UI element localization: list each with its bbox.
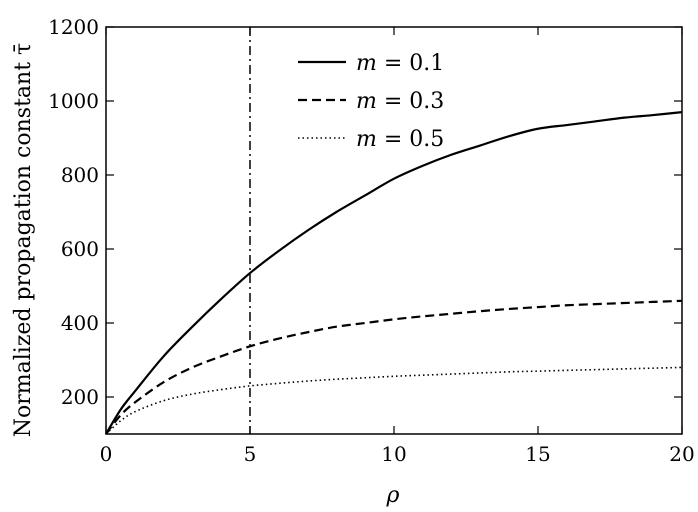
legend-variable: m	[356, 89, 377, 114]
x-tick-label: 5	[244, 442, 257, 466]
legend-variable: m	[356, 51, 377, 76]
series-line-0	[105, 111, 683, 435]
y-tick-label: 200	[61, 385, 99, 409]
legend-value: = 0.5	[377, 127, 444, 152]
legend-value: = 0.1	[377, 51, 444, 76]
y-tick-label: 600	[61, 237, 99, 261]
legend-entry-2: m = 0.5	[356, 127, 444, 152]
series-layer	[105, 111, 683, 435]
legend-entry-1: m = 0.3	[356, 89, 444, 114]
x-tick-label: 20	[669, 442, 694, 466]
series-line-2	[105, 366, 683, 435]
x-tick-label: 15	[525, 442, 550, 466]
x-axis-label: ρ	[386, 483, 400, 508]
series-line-1	[105, 299, 683, 435]
y-tick-label: 1200	[48, 15, 99, 39]
y-tick-label: 400	[61, 311, 99, 335]
x-tick-label: 10	[381, 442, 406, 466]
legend-value: = 0.3	[377, 89, 444, 114]
legend-entry-0: m = 0.1	[356, 51, 444, 76]
axis-ticks: 0 5 10 15 20 200 400 600 800 1000 1200	[48, 15, 695, 466]
y-tick-label: 1000	[48, 89, 99, 113]
y-axis-label: Normalized propagation constant τ̄	[11, 43, 36, 437]
x-tick-label: 0	[100, 442, 113, 466]
y-tick-label: 800	[61, 163, 99, 187]
legend: m = 0.1m = 0.3m = 0.5	[298, 51, 444, 152]
legend-variable: m	[356, 127, 377, 152]
